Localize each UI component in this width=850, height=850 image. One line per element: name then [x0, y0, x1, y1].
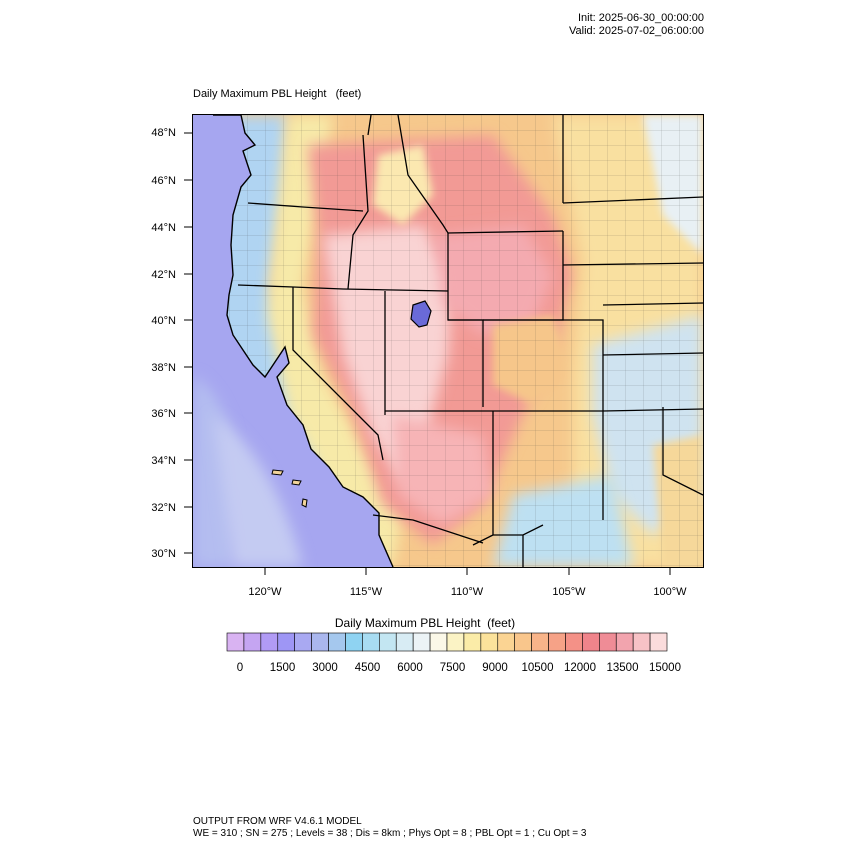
colorbar-tick-label: 4500 [354, 662, 381, 674]
colorbar-swatch [294, 632, 312, 652]
state-borders [237, 115, 703, 567]
model-info-line2: WE = 310 ; SN = 275 ; Levels = 38 ; Dis … [193, 828, 587, 839]
colorbar-tick-label: 1500 [269, 662, 296, 674]
colorbar-swatch [497, 632, 515, 652]
colorbar-swatch [345, 632, 363, 652]
colorbar-swatch [362, 632, 380, 652]
lat-label-34n: 34°N [151, 455, 176, 467]
colorbar-tick-label: 9000 [482, 662, 508, 674]
coastline [213, 115, 394, 567]
channel-islands [271, 469, 308, 508]
colorbar-swatch [480, 632, 499, 652]
colorbar-swatch [379, 632, 397, 652]
lat-label-42n: 42°N [151, 269, 176, 281]
lat-label-48n: 48°N [151, 127, 176, 139]
colorbar-swatch [531, 632, 549, 652]
map-panel [192, 114, 704, 568]
colorbar-tick-label: 15000 [649, 662, 681, 674]
valid-time: Valid: 2025-07-02_06:00:00 [569, 25, 704, 37]
colorbar-tick-label: 10500 [521, 662, 554, 674]
colorbar-swatch [260, 632, 279, 652]
lat-label-40n: 40°N [151, 315, 176, 327]
colorbar-swatch [615, 632, 634, 652]
colorbar-swatch [514, 632, 532, 652]
colorbar-swatch [412, 632, 431, 652]
lon-ticks [264, 567, 671, 575]
lat-ticks [184, 132, 192, 554]
colorbar-swatch [395, 632, 414, 652]
lat-label-46n: 46°N [151, 175, 176, 187]
lat-label-30n: 30°N [151, 548, 176, 560]
colorbar-tick-label: 13500 [606, 662, 639, 674]
colorbar-swatch [243, 632, 262, 652]
colorbar-swatch [463, 632, 482, 652]
colorbar-tick-label: 3000 [312, 662, 338, 674]
lon-label-115w: 115°W [349, 586, 383, 598]
lon-label-100w: 100°W [653, 586, 687, 598]
colorbar-swatch [328, 632, 346, 652]
colorbar-swatch [649, 632, 668, 652]
colorbar-swatch [226, 632, 245, 652]
lon-label-120w: 120°W [248, 586, 282, 598]
colorbar-swatch [599, 632, 617, 652]
lon-label-105w: 105°W [552, 586, 586, 598]
colorbar-tick-label: 0 [236, 662, 244, 674]
ocean-shade [213, 415, 303, 567]
pbl-height-map [193, 115, 703, 567]
colorbar-swatch [548, 632, 566, 652]
map-title: Daily Maximum PBL Height (feet) [193, 88, 362, 100]
lon-label-110w: 110°W [450, 586, 484, 598]
colorbar-tick-label: 7500 [439, 662, 466, 674]
pbl-field [213, 115, 703, 567]
lat-label-44n: 44°N [151, 222, 176, 234]
model-info-line1: OUTPUT FROM WRF V4.6.1 MODEL [193, 816, 362, 827]
colorbar [226, 632, 668, 652]
great-salt-lake [410, 300, 432, 328]
colorbar-swatch [632, 632, 651, 652]
init-time: Init: 2025-06-30_00:00:00 [578, 12, 704, 24]
lat-label-36n: 36°N [151, 408, 176, 420]
colorbar-swatch [429, 632, 448, 652]
colorbar-swatch [277, 632, 295, 652]
colorbar-swatch [311, 632, 329, 652]
colorbar-tick-label: 6000 [397, 662, 423, 674]
colorbar-swatch [565, 632, 583, 652]
colorbar-title: Daily Maximum PBL Height (feet) [334, 616, 516, 630]
colorbar-swatch [582, 632, 600, 652]
colorbar-tick-label: 12000 [564, 662, 596, 674]
lat-label-32n: 32°N [151, 502, 176, 514]
colorbar-swatch [446, 632, 465, 652]
lat-label-38n: 38°N [151, 362, 176, 374]
